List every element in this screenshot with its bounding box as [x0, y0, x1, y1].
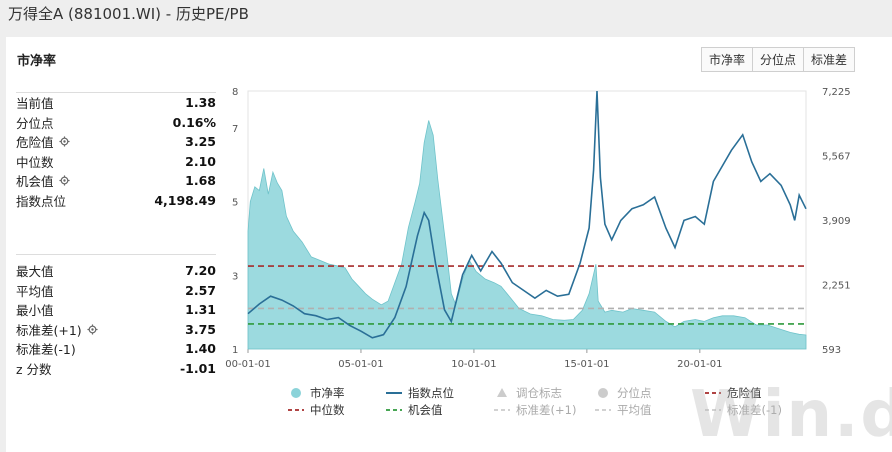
legend-label: 中位数 — [310, 403, 345, 417]
legend-label: 平均值 — [617, 403, 652, 417]
stats-divider-middle — [16, 254, 216, 255]
stat-value: 1.38 — [185, 95, 216, 111]
y-right-tick-label: 2,251 — [822, 281, 851, 292]
stat-row: 标准差(-1) 1.40 — [16, 339, 216, 359]
legend-label: 指数点位 — [408, 386, 454, 400]
x-tick-label: 20-01-01 — [677, 359, 722, 370]
stat-row: 指数点位 4,198.49 — [16, 191, 216, 211]
stat-row: 最大值 7.20 — [16, 261, 216, 281]
y-left-tick-label: 3 — [232, 271, 238, 282]
stat-value: 2.10 — [185, 153, 216, 169]
stat-label: 中位数 — [16, 152, 54, 171]
stat-label: z 分数 — [16, 359, 52, 378]
index-line-series — [247, 90, 807, 339]
stat-label-text: 机会值 — [16, 174, 54, 190]
y-right-tick-label: 7,225 — [822, 87, 851, 98]
stat-label: 当前值 — [16, 93, 54, 112]
stat-label: 标准差(-1) — [16, 339, 76, 358]
legend-label: 分位点 — [617, 386, 652, 400]
stats-group-summary: 最大值 7.20 平均值 2.57 最小值 1.31 标准差(+1) 3.75 标准差(-1) 1… — [16, 261, 216, 378]
stat-value: 3.75 — [185, 321, 216, 337]
settings-gear-icon[interactable] — [58, 136, 70, 147]
stat-value: 1.40 — [185, 341, 216, 357]
stat-row: 当前值 1.38 — [16, 93, 216, 113]
legend-marker — [598, 388, 608, 398]
wind-watermark: Win.d — [690, 378, 892, 452]
stat-row: z 分数 -1.01 — [16, 359, 216, 379]
y-left-tick-label: 7 — [232, 124, 238, 135]
tab-pb[interactable]: 市净率 — [702, 48, 754, 71]
stat-label: 最小值 — [16, 300, 54, 319]
settings-gear-icon[interactable] — [87, 324, 98, 335]
x-tick-label: 15-01-01 — [564, 359, 609, 370]
stat-label: 最大值 — [16, 261, 54, 280]
legend-label: 标准差(+1) — [516, 403, 576, 417]
legend-label: 调仓标志 — [516, 386, 562, 400]
legend-marker — [291, 388, 301, 398]
stat-row: 危险值 3.25 — [16, 132, 216, 152]
stat-value: 1.31 — [185, 302, 216, 318]
panel-title: 市净率 — [17, 54, 57, 69]
stat-value: 2.57 — [185, 282, 216, 298]
stat-value: 0.16% — [172, 114, 216, 130]
y-left-tick-label: 5 — [232, 198, 238, 209]
stats-divider-top — [16, 92, 216, 93]
settings-gear-icon[interactable] — [58, 175, 70, 186]
stat-value: 3.25 — [185, 134, 216, 150]
tab-percentile[interactable]: 分位点 — [753, 48, 805, 71]
stat-row: 中位数 2.10 — [16, 152, 216, 172]
stat-label: 平均值 — [16, 281, 54, 300]
stat-label-text: 危险值 — [16, 135, 54, 151]
stat-label-text: 标准差(+1) — [16, 322, 82, 338]
stat-label-text: 标准差(-1) — [16, 342, 76, 358]
x-tick-label: 10-01-01 — [451, 359, 496, 370]
stat-label-text: z 分数 — [16, 361, 52, 377]
chart-panel: 市净率 市净率 分位点 标准差 当前值 1.38 分位点 0.16% 危险值 3.25 中位… — [6, 37, 892, 452]
stat-label-text: 中位数 — [16, 154, 54, 170]
stat-label-text: 指数点位 — [16, 193, 67, 209]
stat-row: 最小值 1.31 — [16, 300, 216, 320]
stat-value: 4,198.49 — [154, 192, 216, 208]
stat-label: 标准差(+1) — [16, 320, 98, 339]
stat-label-text: 分位点 — [16, 115, 54, 131]
stat-label: 危险值 — [16, 132, 70, 151]
stat-row: 机会值 1.68 — [16, 171, 216, 191]
stat-row: 分位点 0.16% — [16, 113, 216, 133]
legend-label: 危险值 — [727, 386, 762, 400]
stat-value: 7.20 — [185, 263, 216, 279]
legend-label: 标准差(-1) — [727, 403, 782, 417]
x-tick-label: 00-01-01 — [225, 359, 270, 370]
y-right-tick-label: 593 — [822, 345, 841, 356]
y-left-tick-label: 1 — [232, 345, 238, 356]
stat-label-text: 最大值 — [16, 264, 54, 280]
window-title: 万得全A (881001.WI) - 历史PE/PB — [8, 5, 249, 23]
legend-label: 市净率 — [310, 386, 345, 400]
stat-label: 机会值 — [16, 171, 70, 190]
stat-value: -1.01 — [179, 360, 216, 376]
stats-group-current: 当前值 1.38 分位点 0.16% 危险值 3.25 中位数 2.10 机会值 1.68 指数点位… — [16, 93, 216, 210]
stat-label: 指数点位 — [16, 191, 66, 210]
stat-label-text: 平均值 — [16, 283, 54, 299]
stat-label-text: 当前值 — [16, 96, 54, 112]
y-right-tick-label: 3,909 — [822, 216, 851, 227]
stat-row: 标准差(+1) 3.75 — [16, 320, 216, 340]
legend-marker — [497, 388, 507, 397]
stat-label-text: 最小值 — [16, 303, 54, 319]
pb-area-series — [247, 120, 807, 350]
stat-row: 平均值 2.57 — [16, 281, 216, 301]
y-right-tick-label: 5,567 — [822, 152, 851, 163]
y-left-tick-label: 8 — [232, 87, 238, 98]
legend-label: 机会值 — [408, 403, 443, 417]
tab-stddev[interactable]: 标准差 — [804, 48, 855, 71]
stat-label: 分位点 — [16, 113, 54, 132]
x-tick-label: 05-01-01 — [338, 359, 383, 370]
stat-value: 1.68 — [185, 173, 216, 189]
view-tabs: 市净率 分位点 标准差 — [701, 47, 856, 72]
